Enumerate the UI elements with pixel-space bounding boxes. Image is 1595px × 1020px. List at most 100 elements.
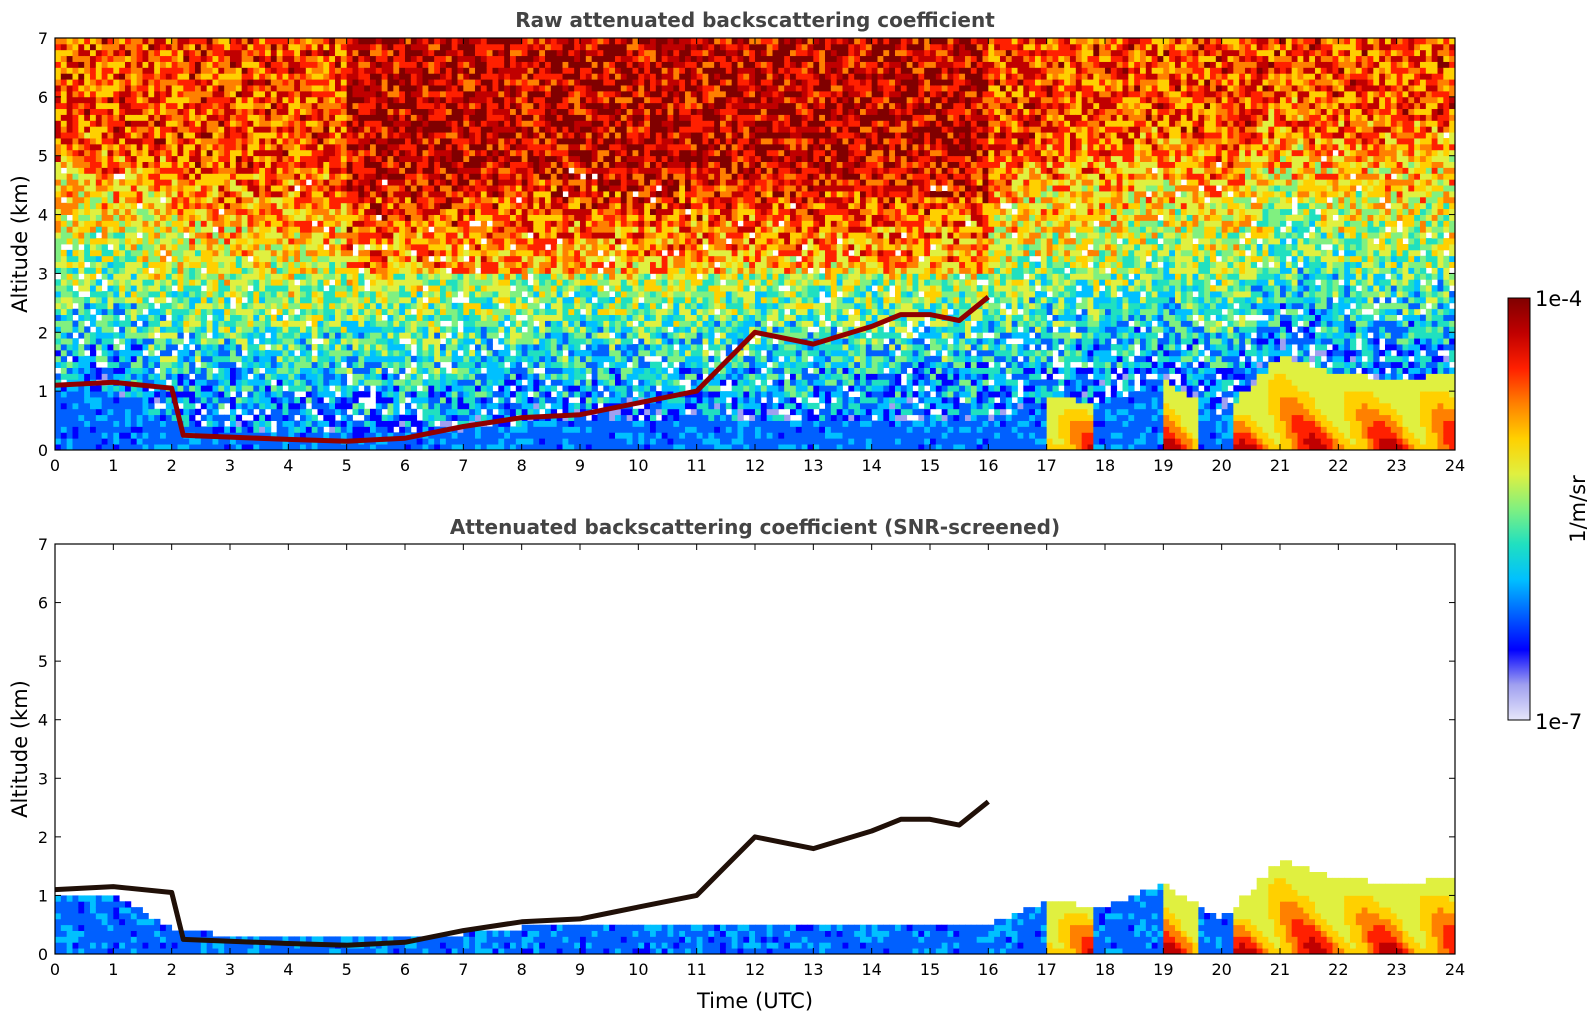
heatmap-cell [125,314,132,321]
heatmap-cell [469,43,476,51]
heatmap-cell [230,414,237,421]
heatmap-cell [78,267,85,274]
heatmap-cell [195,149,202,157]
heatmap-cell [212,120,219,127]
heatmap-cell [300,61,307,68]
heatmap-cell [370,344,377,351]
heatmap-cell [253,49,260,57]
heatmap-cell [218,61,225,68]
heatmap-cell [335,208,342,215]
heatmap-cell [130,49,138,57]
heatmap-cell [113,444,120,450]
heatmap-cell [300,338,307,345]
heatmap-cell [352,161,359,168]
heatmap-cell [288,408,295,416]
heatmap-cell [171,126,178,133]
heatmap-cell [72,291,79,298]
heatmap-cell [224,426,231,433]
heatmap-cell [241,173,248,180]
heatmap-cell [416,161,423,168]
heatmap-cell [183,85,190,92]
heatmap-cell [101,244,108,251]
heatmap-cell [305,191,313,198]
heatmap-cell [206,379,213,386]
heatmap-cell [282,302,289,310]
heatmap-cell [352,90,359,98]
heatmap-cell [381,344,388,351]
heatmap-cell [160,291,167,298]
heatmap-cell [463,402,470,410]
heatmap-cell [60,355,68,363]
heatmap-cell [463,73,470,80]
heatmap-cell [142,79,149,86]
heatmap-cell [276,120,283,127]
heatmap-cell [90,43,97,51]
heatmap-cell [457,138,464,145]
heatmap-cell [113,208,120,215]
heatmap-cell [119,143,126,151]
heatmap-cell [276,273,283,280]
heatmap-cell [375,314,383,321]
heatmap-cell [113,102,120,110]
heatmap-cell [288,226,295,233]
heatmap-cell [265,291,272,298]
heatmap-cell [136,155,143,162]
heatmap-cell [410,155,418,162]
heatmap-cell [410,67,418,74]
heatmap-cell [195,167,202,174]
heatmap-cell [335,85,342,92]
heatmap-cell [200,208,208,215]
heatmap-cell [125,43,132,51]
heatmap-cell [399,196,406,204]
heatmap-cell [84,102,91,110]
heatmap-cell [358,349,365,357]
heatmap-cell [165,261,173,268]
heatmap-cell [259,155,266,162]
heatmap-cell [375,73,383,80]
heatmap-cell [130,285,138,292]
heatmap-cell [364,302,371,310]
heatmap-cell [294,408,301,416]
heatmap-cell [60,220,68,227]
heatmap-cell [60,179,68,186]
heatmap-cell [130,132,138,139]
heatmap-cell [416,420,423,427]
heatmap-cell [259,379,266,386]
heatmap-cell [136,185,143,192]
heatmap-cell [189,61,196,68]
heatmap-cell [136,226,143,233]
heatmap-cell [235,296,243,304]
heatmap-cell [451,332,458,339]
heatmap-cell [422,167,429,174]
heatmap-cell [364,191,371,198]
heatmap-cell [352,79,359,86]
heatmap-cell [55,314,62,321]
heatmap-cell [66,126,73,133]
heatmap-cell [422,444,429,450]
heatmap-cell [486,349,493,357]
heatmap-cell [352,361,359,368]
heatmap-cell [160,314,167,321]
heatmap-cell [148,208,155,215]
heatmap-cell [177,391,184,398]
heatmap-cell [206,90,213,98]
heatmap-cell [346,397,353,404]
heatmap-cell [445,214,453,221]
heatmap-cell [230,196,237,204]
heatmap-cell [434,108,441,115]
heatmap-cell [195,420,202,427]
heatmap-cell [206,126,213,133]
heatmap-cell [113,367,120,374]
heatmap-cell [107,149,114,157]
heatmap-cell [282,179,289,186]
heatmap-cell [346,291,353,298]
heatmap-cell [282,344,289,351]
heatmap-cell [160,67,167,74]
heatmap-cell [189,73,196,80]
heatmap-cell [340,161,348,168]
heatmap-cell [270,179,278,186]
heatmap-cell [416,90,423,98]
heatmap-cell [84,385,91,392]
heatmap-cell [393,279,400,286]
heatmap-cell [410,102,418,110]
